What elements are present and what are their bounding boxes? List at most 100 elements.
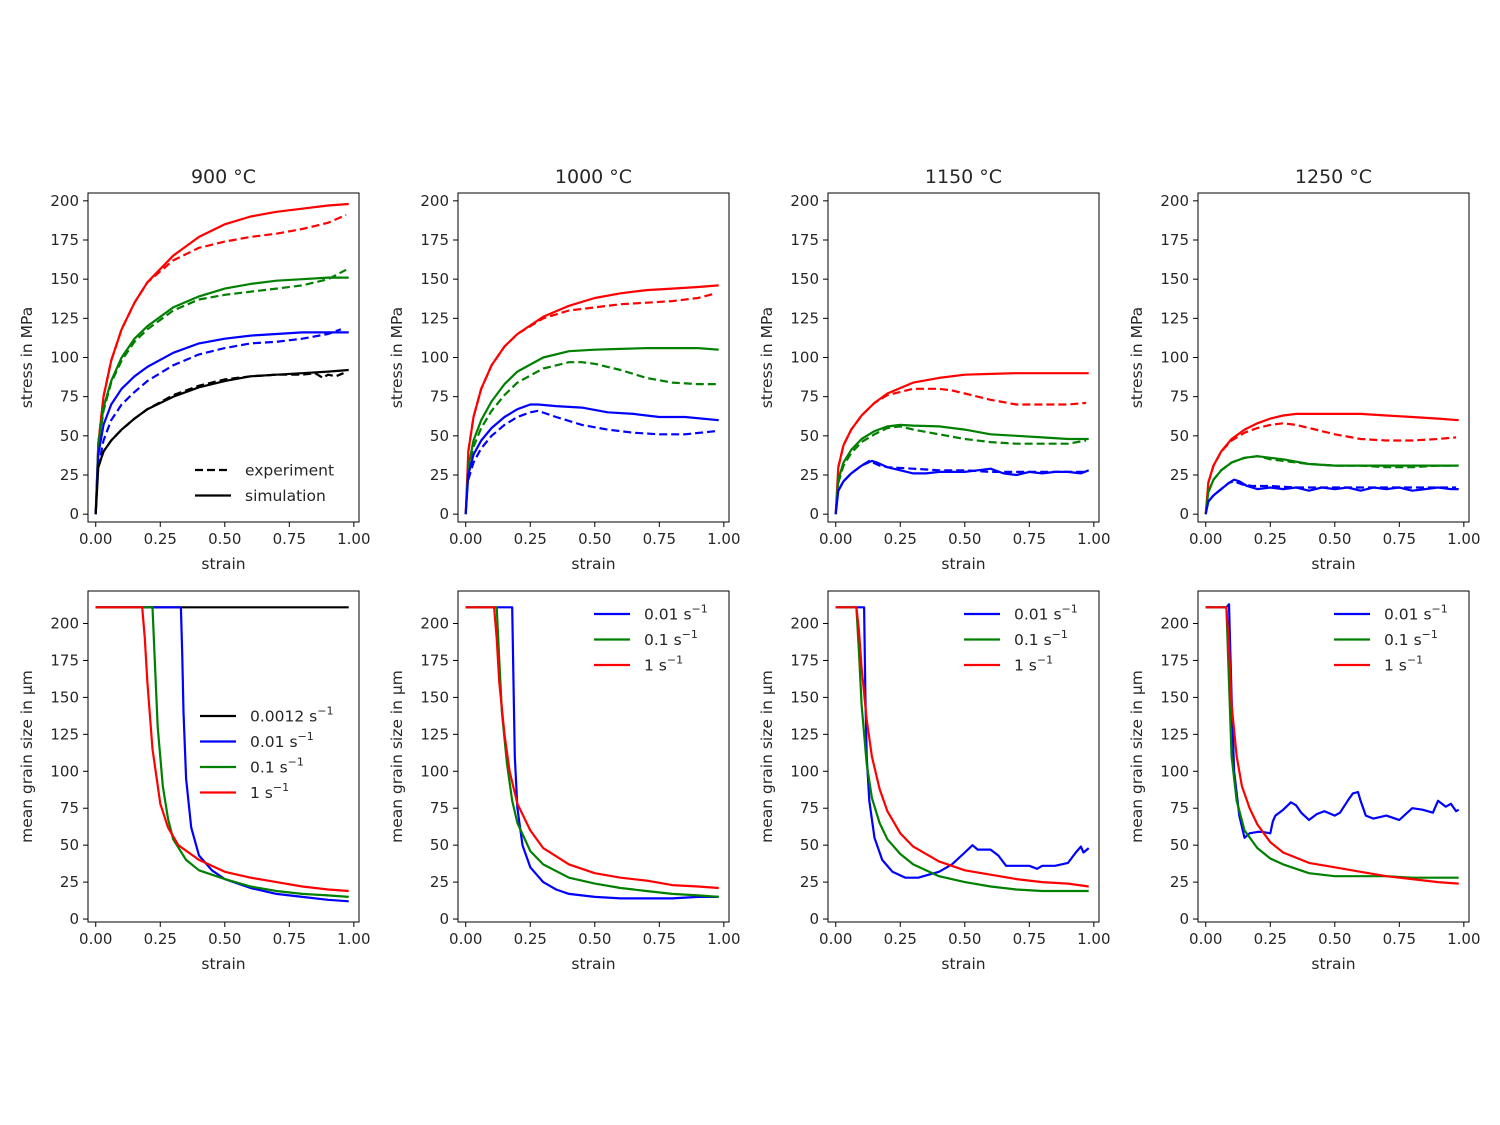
x-tick-label: 0.75 <box>643 530 676 548</box>
legend-label: 0.01 s−1 <box>1384 603 1448 624</box>
series-group <box>835 606 1090 893</box>
y-tick-label: 200 <box>50 192 79 210</box>
y-tick-label: 125 <box>1160 725 1189 743</box>
x-tick-label: 0.50 <box>208 530 241 548</box>
y-tick-label: 25 <box>800 466 819 484</box>
y-tick-label: 200 <box>1160 615 1189 633</box>
legend-label: 1 s−1 <box>1014 654 1053 675</box>
legend-label: 0.01 s−1 <box>1014 603 1078 624</box>
series-0_1-dashed <box>1207 455 1457 493</box>
x-tick-label: 0.25 <box>144 930 177 948</box>
series-0_01-dashed <box>97 328 342 468</box>
legend-label: 0.0012 s−1 <box>250 705 333 726</box>
legend-label: 0.1 s−1 <box>250 756 304 777</box>
y-tick-label: 200 <box>1160 192 1189 210</box>
y-tick-label: 0 <box>69 910 79 928</box>
series-0_1-dashed <box>837 425 1087 484</box>
panel-7: 0.00 0.25 0.50 0.75 1.00 0 25 50 75 100 125 150 175 2… <box>758 590 1111 973</box>
y-tick-label: 200 <box>50 615 79 633</box>
y-tick-label: 100 <box>1160 349 1189 367</box>
series-0_1-solid <box>834 423 1089 515</box>
y-tick-label: 75 <box>800 799 819 817</box>
x-tick-label: 0.50 <box>1318 930 1351 948</box>
series-1-solid <box>1204 412 1459 515</box>
axes-frame <box>457 590 730 923</box>
y-tick-label: 0 <box>1179 910 1189 928</box>
legend-label: 0.01 s−1 <box>250 730 314 751</box>
series-0_1-solid <box>95 606 349 898</box>
x-tick-label: 1.00 <box>337 930 370 948</box>
series-group <box>1205 603 1460 885</box>
y-tick-label: 200 <box>790 192 819 210</box>
y-tick-label: 150 <box>420 270 449 288</box>
series-group <box>834 372 1090 515</box>
x-tick-label: 0.75 <box>1013 930 1046 948</box>
y-tick-label: 50 <box>800 427 819 445</box>
x-tick-label: 0.00 <box>819 930 852 948</box>
y-tick-label: 0 <box>439 910 449 928</box>
y-tick-label: 125 <box>50 309 79 327</box>
y-axis-label: mean grain size in µm <box>758 670 776 843</box>
y-tick-label: 75 <box>1170 799 1189 817</box>
x-tick-label: 0.25 <box>514 530 547 548</box>
series-group <box>95 606 349 903</box>
legend-label: 0.01 s−1 <box>644 603 708 624</box>
x-tick-label: 0.50 <box>948 530 981 548</box>
series-group <box>465 606 719 900</box>
x-tick-label: 0.75 <box>273 530 306 548</box>
y-tick-label: 75 <box>60 799 79 817</box>
legend-label: 1 s−1 <box>250 781 289 802</box>
y-tick-label: 150 <box>790 688 819 706</box>
y-tick-label: 125 <box>420 309 449 327</box>
y-tick-label: 0 <box>809 505 819 523</box>
y-tick-label: 125 <box>790 725 819 743</box>
panel-1: 0.00 0.25 0.50 0.75 1.00 0 25 50 75 100 125 150 175 2… <box>18 166 371 573</box>
x-tick-label: 0.50 <box>208 930 241 948</box>
legend-label: 0.1 s−1 <box>644 628 698 649</box>
series-group <box>1204 412 1459 515</box>
y-tick-label: 100 <box>420 349 449 367</box>
x-axis-label: strain <box>201 555 245 573</box>
x-tick-label: 1.00 <box>707 530 740 548</box>
series-0_1-solid <box>465 606 719 898</box>
x-tick-label: 0.75 <box>1383 530 1416 548</box>
x-tick-label: 0.25 <box>144 530 177 548</box>
panel-title: 1000 °C <box>555 166 632 188</box>
y-tick-label: 75 <box>800 388 819 406</box>
panel-4: 0.00 0.25 0.50 0.75 1.00 0 25 50 75 100 125 150 175 2… <box>1128 166 1481 573</box>
y-tick-label: 50 <box>1170 836 1189 854</box>
x-tick-label: 0.75 <box>643 930 676 948</box>
axes-frame <box>1197 590 1470 923</box>
y-tick-label: 25 <box>430 466 449 484</box>
series-group <box>464 284 719 515</box>
axes-frame <box>827 590 1100 923</box>
x-axis-label: strain <box>1311 555 1355 573</box>
x-tick-label: 1.00 <box>707 930 740 948</box>
x-tick-label: 0.25 <box>1254 930 1287 948</box>
series-1-solid <box>465 606 719 890</box>
series-1-dashed <box>97 213 347 444</box>
axes-frame <box>1197 192 1470 523</box>
x-tick-label: 1.00 <box>1077 930 1110 948</box>
legend-label: 1 s−1 <box>644 654 683 675</box>
x-tick-label: 0.50 <box>948 930 981 948</box>
x-tick-label: 0.00 <box>79 930 112 948</box>
x-tick-label: 0.25 <box>884 930 917 948</box>
y-tick-label: 175 <box>790 651 819 669</box>
y-tick-label: 25 <box>430 873 449 891</box>
y-tick-label: 150 <box>50 270 79 288</box>
y-tick-label: 125 <box>50 725 79 743</box>
series-0_01-solid <box>464 403 719 515</box>
y-tick-label: 100 <box>420 762 449 780</box>
y-tick-label: 50 <box>60 836 79 854</box>
y-tick-label: 50 <box>430 427 449 445</box>
x-tick-label: 0.00 <box>449 530 482 548</box>
series-1-dashed <box>837 387 1087 468</box>
x-tick-label: 1.00 <box>1447 930 1480 948</box>
series-0_1-dashed <box>467 361 717 471</box>
series-0_1-dashed <box>97 268 347 449</box>
y-tick-label: 25 <box>800 873 819 891</box>
series-1-solid <box>95 606 349 893</box>
legend: 0.01 s−1 0.1 s−1 1 s−1 <box>1334 603 1448 675</box>
